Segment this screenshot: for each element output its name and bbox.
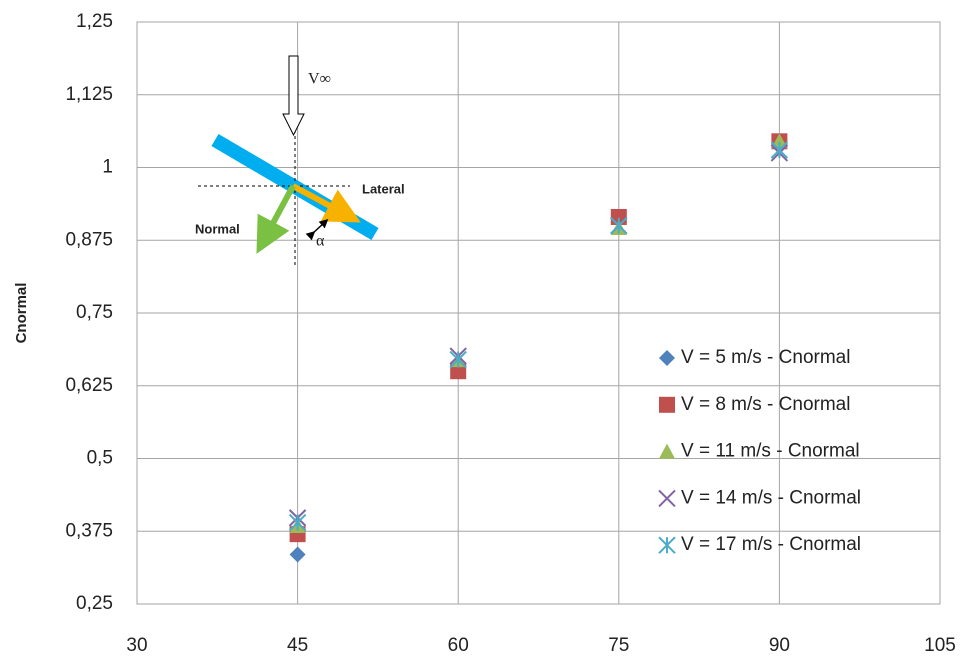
annotation: α xyxy=(316,233,325,250)
legend-label: V = 17 m/s - Cnormal xyxy=(681,534,861,555)
wind-arrow xyxy=(283,56,304,135)
legend-swatch xyxy=(659,350,675,366)
normal-arrow xyxy=(265,186,293,238)
y-tick-label: 1,25 xyxy=(76,11,113,32)
x-tick-label: 105 xyxy=(924,635,956,656)
legend-label: V = 5 m/s - Cnormal xyxy=(681,347,850,368)
legend-swatch xyxy=(659,397,675,413)
y-tick-label: 0,875 xyxy=(65,229,113,250)
legend-label: V = 14 m/s - Cnormal xyxy=(681,487,861,508)
annotation: V∞ xyxy=(308,71,331,88)
y-tick-label: 1 xyxy=(102,157,113,178)
legend-swatch xyxy=(659,490,675,506)
y-axis-title: Cnormal xyxy=(13,283,30,344)
legend-swatch xyxy=(659,444,675,459)
y-tick-label: 1,125 xyxy=(65,84,113,105)
x-tick-label: 30 xyxy=(126,635,147,656)
x-tick-label: 45 xyxy=(287,635,308,656)
chart: Cnormal V∞ Lateral Normal α 0,25 0,375 0,5… xyxy=(0,0,963,659)
x-tick-label: 75 xyxy=(608,635,629,656)
inset-diagram: V∞ Lateral Normal α xyxy=(195,56,405,268)
y-tick-label: 0,75 xyxy=(76,302,113,323)
x-tick-label: 90 xyxy=(769,635,790,656)
legend-label: V = 8 m/s - Cnormal xyxy=(681,394,850,415)
plot-area xyxy=(137,22,940,604)
marker xyxy=(611,218,627,234)
legend-label: V = 11 m/s - Cnormal xyxy=(681,441,860,462)
annotation: Normal xyxy=(195,221,240,236)
marker xyxy=(290,547,306,563)
annotation: Lateral xyxy=(362,181,405,196)
y-tick-label: 0,625 xyxy=(65,375,113,396)
marker xyxy=(450,352,466,368)
y-tick-label: 0,5 xyxy=(87,448,113,469)
y-tick-label: 0,25 xyxy=(76,593,113,614)
marker xyxy=(771,142,787,158)
legend-swatch xyxy=(659,537,675,553)
y-tick-label: 0,375 xyxy=(65,520,113,541)
lateral-arrow xyxy=(293,186,345,214)
x-tick-label: 60 xyxy=(448,635,469,656)
